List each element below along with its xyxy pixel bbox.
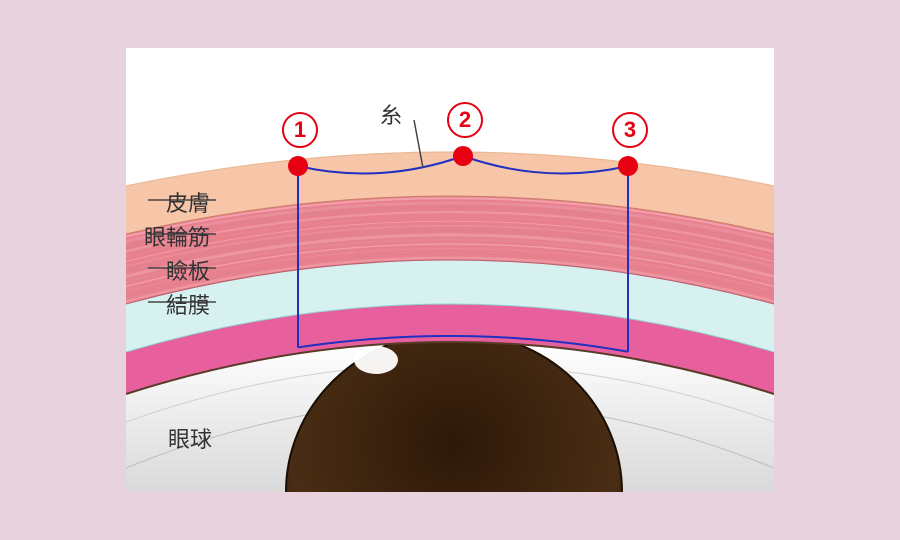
label-tarsal: 瞼板 (166, 254, 210, 286)
label-thread: 糸 (380, 98, 402, 130)
thread-point-number-3: 3 (612, 112, 648, 148)
label-eyeball: 眼球 (168, 422, 212, 454)
thread-point-number-1: 1 (282, 112, 318, 148)
label-orbicularis: 眼輪筋 (144, 220, 210, 252)
diagram-svg (0, 0, 900, 540)
thread-point-number-2: 2 (447, 102, 483, 138)
label-skin: 皮膚 (166, 186, 210, 218)
label-conjunctiva: 結膜 (166, 288, 210, 320)
